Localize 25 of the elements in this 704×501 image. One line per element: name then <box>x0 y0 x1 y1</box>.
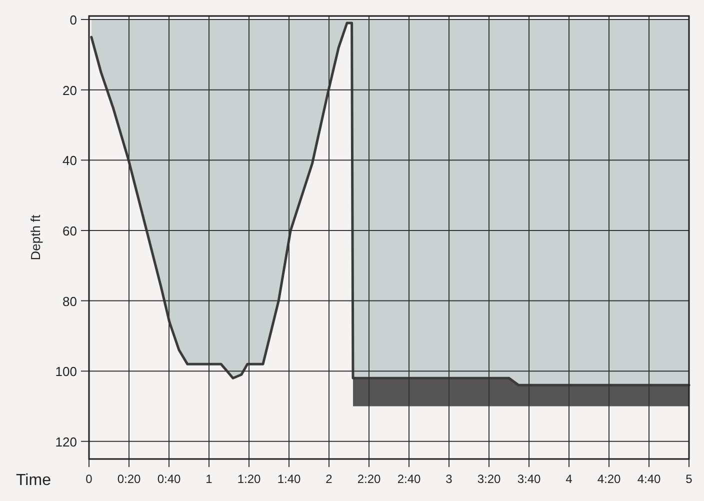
y-tick-label: 100 <box>55 364 77 380</box>
x-axis-title: Time <box>16 472 52 489</box>
x-tick-label: 2 <box>326 472 333 486</box>
y-tick-label: 80 <box>62 294 77 309</box>
x-tick-label: 3:20 <box>477 472 501 486</box>
x-tick-label: 2:40 <box>397 472 422 486</box>
x-tick-label: 0:40 <box>157 472 182 486</box>
y-axis-title: Depth ft <box>28 214 43 260</box>
x-tick-label: 4:20 <box>597 472 621 486</box>
x-tick-label: 3 <box>446 472 453 486</box>
y-tick-label: 0 <box>70 12 77 28</box>
x-tick-label: 0:20 <box>117 472 141 486</box>
y-tick-label: 20 <box>62 82 77 98</box>
y-tick-label: 40 <box>62 153 77 168</box>
x-tick-label: 1 <box>206 472 213 486</box>
y-tick-label: 60 <box>62 223 77 238</box>
x-tick-label: 4 <box>566 472 573 486</box>
x-tick-label: 4:40 <box>637 472 662 486</box>
x-tick-label: 3:40 <box>517 472 542 486</box>
y-tick-label: 120 <box>55 434 77 450</box>
x-tick-label: 2:20 <box>357 472 381 486</box>
x-tick-label: 0 <box>86 472 93 486</box>
x-tick-label: 1:40 <box>277 472 302 486</box>
x-tick-label: 5 <box>686 472 693 486</box>
x-tick-label: 1:20 <box>237 472 261 486</box>
